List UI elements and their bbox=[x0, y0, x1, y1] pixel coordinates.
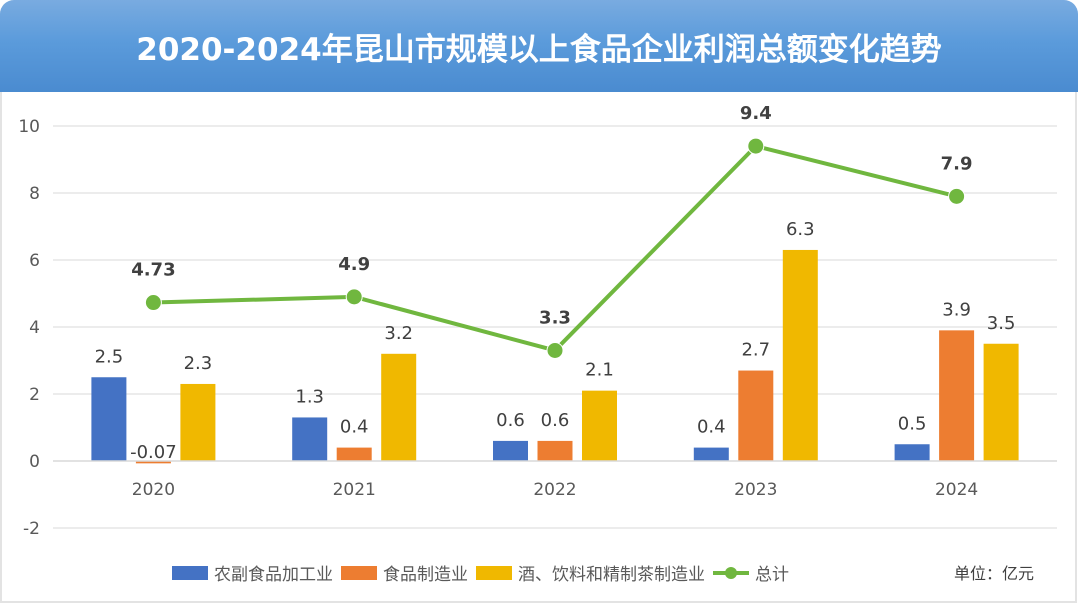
total-line-label: 4.9 bbox=[338, 254, 370, 275]
x-category-label: 2022 bbox=[533, 480, 576, 500]
title-banner: 2020-2024年昆山市规模以上食品企业利润总额变化趋势 bbox=[0, 0, 1078, 92]
legend-item-agri[interactable]: 农副食品加工业 bbox=[172, 560, 333, 585]
y-tick-label: 8 bbox=[29, 184, 40, 204]
y-tick-label: 6 bbox=[29, 251, 40, 271]
data-labels: 2.5 1.3 0.6 0.4 0.5 -0.07 0.4 0.6 2.7 3.9 2.3 3.2 2.… bbox=[95, 103, 1016, 463]
total-line-label: 3.3 bbox=[539, 307, 571, 328]
legend-swatch-drink bbox=[476, 565, 512, 580]
legend-label-drink: 酒、饮料和精制茶制造业 bbox=[518, 565, 705, 585]
gridlines bbox=[53, 125, 1057, 529]
bar-agri bbox=[693, 447, 729, 461]
total-line-label: 9.4 bbox=[740, 103, 772, 124]
y-tick-label: 4 bbox=[29, 318, 40, 338]
bar-drink-label: 6.3 bbox=[786, 219, 815, 240]
bar-food bbox=[738, 370, 774, 461]
bar-drink bbox=[782, 249, 818, 461]
total-line-point bbox=[345, 288, 363, 306]
bar-drink bbox=[381, 353, 417, 461]
legend-item-total[interactable]: 总计 bbox=[713, 560, 789, 585]
bar-agri-label: 1.3 bbox=[295, 386, 324, 407]
legend-swatch-agri bbox=[172, 565, 208, 580]
total-line-label: 4.73 bbox=[131, 260, 175, 281]
legend: 农副食品加工业 食品制造业 酒、饮料和精制茶制造业 总计 bbox=[172, 560, 797, 585]
bar-food-label: -0.07 bbox=[130, 442, 177, 463]
legend-item-food[interactable]: 食品制造业 bbox=[341, 560, 468, 585]
legend-label-agri: 农副食品加工业 bbox=[214, 565, 333, 585]
y-axis-ticks: -2 0 2 4 6 8 10 bbox=[18, 117, 40, 539]
legend-swatch-total bbox=[713, 566, 749, 580]
bar-agri bbox=[493, 440, 528, 461]
bar-food bbox=[537, 440, 573, 461]
total-line-point bbox=[144, 294, 162, 312]
bar-food-label: 2.7 bbox=[741, 340, 770, 361]
bar-drink-label: 3.5 bbox=[987, 313, 1016, 334]
y-tick-label: 0 bbox=[29, 452, 40, 472]
unit-label: 单位：亿元 bbox=[954, 564, 1035, 583]
bar-food-label: 0.4 bbox=[340, 417, 369, 438]
y-tick-label: -2 bbox=[23, 519, 40, 539]
x-category-label: 2021 bbox=[333, 480, 376, 500]
bar-agri bbox=[292, 417, 328, 461]
bar-food-label: 0.6 bbox=[541, 410, 570, 431]
bar-agri-label: 0.5 bbox=[898, 413, 927, 434]
total-line-point bbox=[747, 137, 765, 155]
x-axis-categories: 2020 2021 2022 2023 2024 bbox=[132, 480, 978, 500]
x-category-label: 2023 bbox=[734, 480, 777, 500]
bar-food bbox=[135, 461, 171, 464]
bar-drink-label: 2.1 bbox=[585, 360, 614, 381]
bar-drink bbox=[582, 390, 617, 461]
total-line-point bbox=[546, 341, 564, 359]
bars bbox=[91, 249, 1019, 464]
total-line bbox=[144, 137, 966, 359]
bar-food bbox=[336, 447, 372, 461]
legend-label-food: 食品制造业 bbox=[383, 565, 468, 585]
bar-drink-label: 3.2 bbox=[384, 323, 413, 344]
y-tick-label: 2 bbox=[29, 385, 40, 405]
bar-agri bbox=[91, 377, 127, 461]
bar-agri-label: 0.6 bbox=[496, 410, 525, 431]
total-line-point bbox=[948, 187, 966, 205]
bar-agri-label: 0.4 bbox=[697, 417, 726, 438]
bar-drink-label: 2.3 bbox=[184, 353, 213, 374]
legend-label-total: 总计 bbox=[755, 565, 789, 585]
bar-drink bbox=[180, 383, 216, 461]
legend-swatch-food bbox=[341, 565, 377, 580]
bar-agri-label: 2.5 bbox=[95, 346, 124, 367]
x-category-label: 2024 bbox=[935, 480, 978, 500]
total-line-label: 7.9 bbox=[941, 153, 973, 174]
bar-agri bbox=[894, 444, 930, 461]
x-category-label: 2020 bbox=[132, 480, 175, 500]
bar-food-label: 3.9 bbox=[942, 299, 971, 320]
chart-title: 2020-2024年昆山市规模以上食品企业利润总额变化趋势 bbox=[136, 31, 942, 68]
bar-food bbox=[939, 330, 975, 461]
legend-item-drink[interactable]: 酒、饮料和精制茶制造业 bbox=[476, 560, 705, 585]
bar-drink bbox=[983, 343, 1019, 461]
y-tick-label: 10 bbox=[18, 117, 40, 137]
